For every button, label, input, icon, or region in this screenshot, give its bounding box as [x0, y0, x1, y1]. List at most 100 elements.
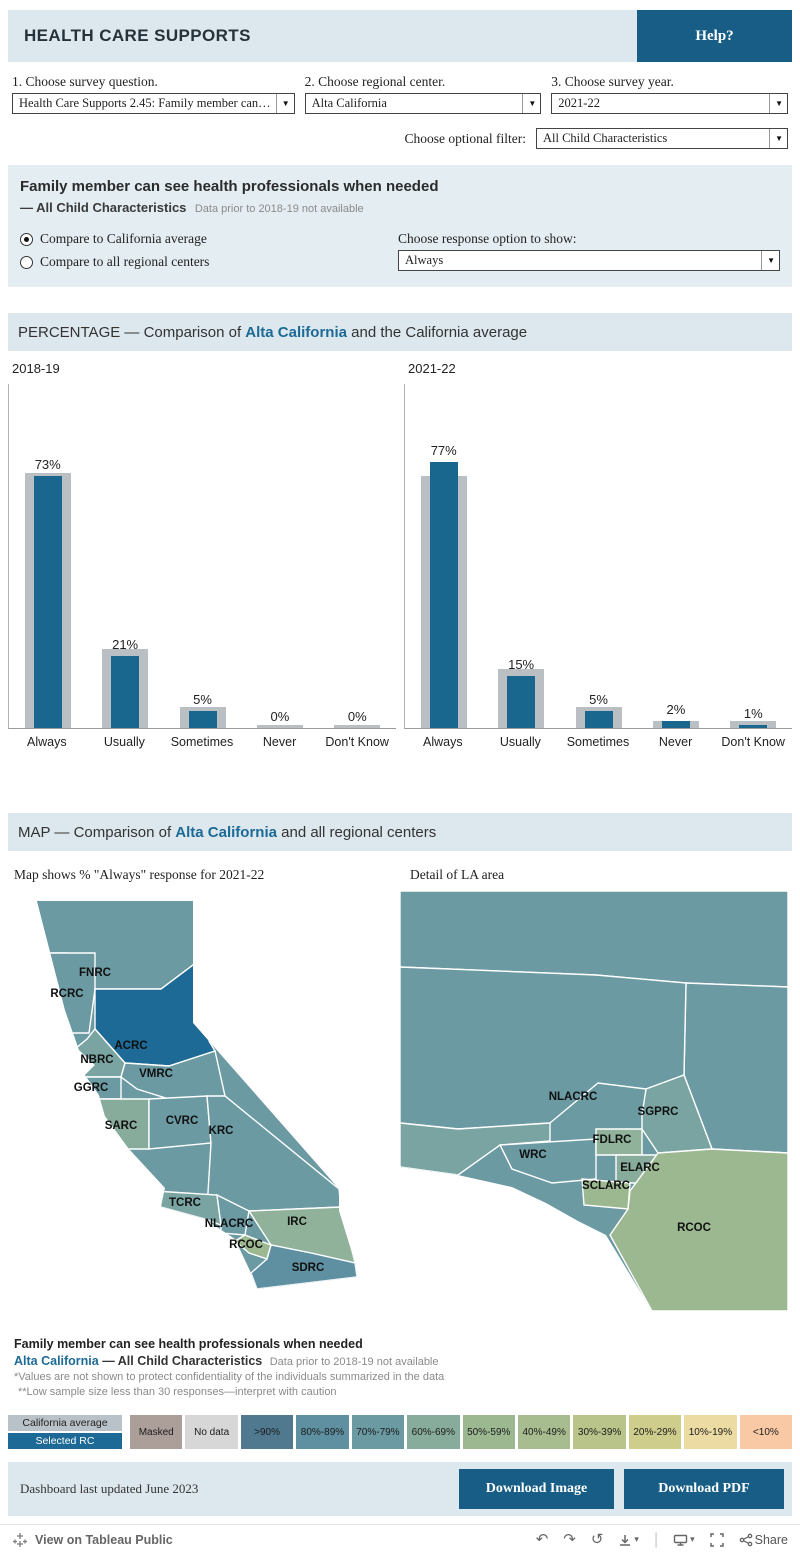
legend-scale-cell: 60%-69%	[407, 1415, 460, 1449]
response-option-select[interactable]: Always ▼	[398, 250, 780, 271]
bar-group[interactable]: 1%	[715, 384, 792, 728]
chart-x-axis: Always Usually Sometimes Never Don't Know	[8, 729, 396, 755]
bar-group[interactable]: 5%	[560, 384, 637, 728]
radio-label: Compare to all regional centers	[40, 254, 210, 269]
bar-group[interactable]: 2%	[637, 384, 714, 728]
view-on-tableau-public[interactable]: View on Tableau Public	[12, 1532, 173, 1548]
bar-selected-rc[interactable]	[33, 476, 62, 728]
category-label: Never	[658, 735, 693, 749]
la-detail-map[interactable]: NLACRC WRC FDLRC SGPRC ELARC SCLARC RCOC	[400, 891, 788, 1311]
survey-question-select[interactable]: Health Care Supports 2.45: Family member…	[12, 93, 295, 114]
bar-selected-rc[interactable]	[661, 721, 690, 728]
map-region-krc[interactable]	[206, 1095, 342, 1212]
chart-2021-22: 2021-22 77% 15% 5% 2% 1% Always Usually Someti…	[404, 351, 792, 755]
bar-selected-rc[interactable]	[111, 655, 140, 728]
map-region-nlacrc[interactable]	[216, 1193, 250, 1236]
bar-group[interactable]: 73%	[9, 384, 86, 728]
undo-button[interactable]: ↶	[535, 1531, 549, 1548]
map-label-wrc: WRC	[519, 1149, 546, 1161]
fullscreen-button[interactable]	[709, 1532, 724, 1547]
bar-value-label: 0%	[347, 709, 367, 724]
legend-scale-cell: No data	[185, 1415, 238, 1449]
survey-year-select[interactable]: 2021-22 ▼	[551, 93, 788, 114]
download-button[interactable]: ▾	[618, 1533, 639, 1547]
select-value: Alta California	[311, 96, 387, 110]
color-scale-legend: Masked No data >90% 80%-89% 70%-79% 60%-69% 50…	[130, 1415, 793, 1449]
map-label-nbrc: NBRC	[80, 1054, 113, 1066]
category-label: Don't Know	[325, 735, 389, 749]
redo-button[interactable]: ↷	[563, 1531, 576, 1548]
map-region-sdrc[interactable]	[250, 1244, 357, 1289]
bar-group[interactable]: 0%	[319, 384, 396, 728]
last-updated-text: Dashboard last updated June 2023	[20, 1481, 199, 1496]
reset-button[interactable]: ↺	[590, 1531, 604, 1548]
optional-filter-select[interactable]: All Child Characteristics ▼	[536, 128, 788, 149]
map-label-sclarc: SCLARC	[582, 1180, 630, 1192]
chevron-down-icon: ▼	[522, 94, 536, 113]
device-icon	[673, 1534, 688, 1546]
legend-scale-cell: 50%-59%	[462, 1415, 515, 1449]
legend-scale-cell: 30%-39%	[573, 1415, 626, 1449]
toolbar-actions: ↶ ↷ ↺ ▾ | ▾	[536, 1531, 788, 1549]
category-label: Don't Know	[721, 735, 785, 749]
section-title-prefix: PERCENTAGE — Comparison of	[18, 323, 246, 341]
section-title-highlight: Alta California	[245, 323, 347, 341]
bar-value-label: 5%	[193, 691, 212, 707]
legend-scale-cell: 80%-89%	[296, 1415, 349, 1449]
help-button[interactable]: Help?	[637, 10, 792, 62]
device-preview-button[interactable]: ▾	[673, 1533, 695, 1547]
chart-title: 2018-19	[12, 361, 60, 376]
chevron-down-icon: ▼	[769, 129, 783, 148]
chart-plot: 77% 15% 5% 2% 1%	[404, 384, 792, 729]
legend-scale-cell: 40%-49%	[517, 1415, 571, 1449]
footnotes: Family member can see health professiona…	[8, 1337, 792, 1398]
bar-selected-rc[interactable]	[507, 676, 536, 728]
category-label: Always	[27, 735, 67, 749]
regional-center-select[interactable]: Alta California ▼	[304, 93, 542, 114]
bar-selected-rc[interactable]	[188, 710, 217, 728]
bar-california-average[interactable]	[256, 724, 303, 728]
bar-california-average[interactable]	[334, 724, 381, 728]
category-label: Sometimes	[170, 735, 234, 749]
bar-selected-rc[interactable]	[739, 724, 768, 728]
map-region-wrc[interactable]	[498, 1138, 597, 1184]
caret-down-icon: ▾	[690, 1534, 695, 1544]
bar-group[interactable]: 5%	[164, 384, 241, 728]
section-title-highlight: Alta California	[175, 823, 277, 841]
footnote-characteristics: — All Child Characteristics	[102, 1354, 263, 1368]
legend-scale-cell: 10%-19%	[684, 1415, 737, 1449]
share-button[interactable]: Share	[739, 1533, 788, 1547]
download-pdf-button[interactable]: Download PDF	[624, 1469, 784, 1509]
radio-compare-all-regional-centers[interactable]: Compare to all regional centers	[20, 254, 209, 270]
map-label-rcrc: RCRC	[50, 988, 83, 1000]
map-region-rcoc[interactable]	[609, 1148, 788, 1311]
download-icon	[620, 1534, 631, 1546]
share-icon	[739, 1533, 752, 1546]
response-option-block: Choose response option to show: Always ▼	[398, 231, 780, 271]
response-option-label: Choose response option to show:	[398, 231, 577, 246]
map-label-tcrc: TCRC	[169, 1197, 201, 1209]
bar-california-average[interactable]	[730, 721, 777, 728]
bar-group[interactable]: 77%	[405, 384, 482, 728]
bar-value-label: 1%	[743, 705, 763, 721]
legend-scale-cell: 70%-79%	[351, 1415, 405, 1449]
view-label: View on Tableau Public	[35, 1532, 173, 1547]
footer: Dashboard last updated June 2023 Downloa…	[8, 1462, 792, 1516]
radio-compare-california-average[interactable]: Compare to California average	[20, 231, 209, 247]
category-label: Sometimes	[566, 735, 630, 749]
question-note: Data prior to 2018-19 not available	[194, 203, 364, 215]
survey-year-label: 3. Choose survey year.	[551, 74, 674, 89]
download-image-button[interactable]: Download Image	[459, 1469, 614, 1509]
legend-scale-cell: <10%	[739, 1415, 793, 1449]
bar-value-label: 2%	[666, 702, 686, 718]
bar-group[interactable]: 15%	[482, 384, 559, 728]
filter-row: 1. Choose survey question. Health Care S…	[12, 74, 788, 114]
section-title-prefix: MAP — Comparison of	[18, 823, 176, 841]
footnote-confidentiality: *Values are not shown to protect confide…	[14, 1371, 445, 1383]
map-label-fnrc: FNRC	[79, 967, 111, 979]
bar-group[interactable]: 21%	[86, 384, 163, 728]
bar-selected-rc[interactable]	[584, 710, 613, 728]
bar-group[interactable]: 0%	[241, 384, 318, 728]
bar-selected-rc[interactable]	[429, 462, 458, 728]
